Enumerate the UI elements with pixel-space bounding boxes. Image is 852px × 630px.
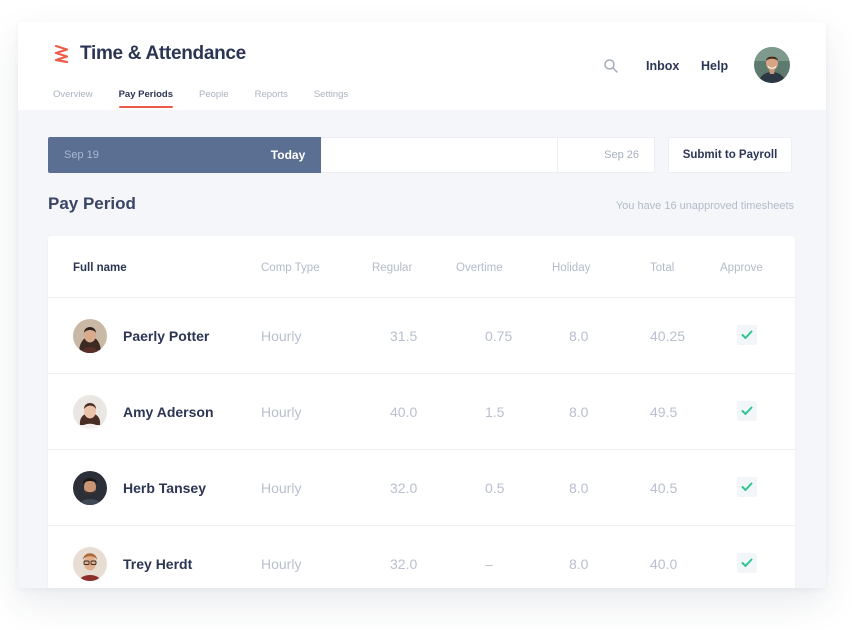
- employee-name[interactable]: Paerly Potter: [123, 328, 210, 344]
- approve-checkbox[interactable]: [737, 325, 757, 345]
- app-window: Time & Attendance Overview Pay Periods P…: [18, 22, 826, 588]
- table-row[interactable]: Trey Herdt Hourly 32.0 – 8.0 40.0: [48, 526, 795, 588]
- search-icon[interactable]: [603, 58, 619, 74]
- inbox-link[interactable]: Inbox: [646, 59, 680, 73]
- employee-name[interactable]: Trey Herdt: [123, 556, 193, 572]
- check-icon: [741, 482, 753, 491]
- header-holiday[interactable]: Holiday: [552, 262, 591, 274]
- tab-people[interactable]: People: [198, 89, 229, 100]
- header-comp-type[interactable]: Comp Type: [261, 262, 320, 274]
- overtime-cell: 0.75: [485, 328, 513, 344]
- submit-to-payroll-button[interactable]: Submit to Payroll: [668, 137, 792, 173]
- holiday-cell: 8.0: [569, 556, 589, 572]
- comp-type-cell: Hourly: [261, 480, 302, 496]
- employee-name[interactable]: Amy Aderson: [123, 404, 214, 420]
- timeline-progress: Sep 19 Today: [48, 137, 322, 173]
- avatar: [73, 547, 107, 581]
- header-total[interactable]: Total: [650, 262, 675, 274]
- end-date-cell: Sep 26: [557, 138, 654, 172]
- comp-type-cell: Hourly: [261, 328, 302, 344]
- table-row[interactable]: Herb Tansey Hourly 32.0 0.5 8.0 40.5: [48, 450, 795, 526]
- header-approve: Approve: [720, 262, 763, 274]
- table-row[interactable]: Paerly Potter Hourly 31.5 0.75 8.0 40.25: [48, 298, 795, 374]
- user-avatar[interactable]: [754, 47, 790, 83]
- approve-checkbox[interactable]: [737, 477, 757, 497]
- avatar: [73, 319, 107, 353]
- check-icon: [741, 558, 753, 567]
- regular-cell: 32.0: [390, 556, 418, 572]
- tab-pay-periods[interactable]: Pay Periods: [118, 89, 174, 110]
- avatar: [73, 471, 107, 505]
- timesheet-table: Full name Comp Type Regular Overtime Hol…: [48, 236, 795, 588]
- holiday-cell: 8.0: [569, 480, 589, 496]
- start-date: Sep 19: [64, 149, 99, 161]
- overtime-cell: 0.5: [485, 480, 505, 496]
- header-overtime[interactable]: Overtime: [456, 262, 503, 274]
- comp-type-cell: Hourly: [261, 556, 302, 572]
- regular-cell: 31.5: [390, 328, 418, 344]
- overtime-cell: –: [485, 556, 493, 572]
- section-title: Pay Period: [48, 194, 136, 213]
- total-cell: 49.5: [650, 404, 678, 420]
- end-date: Sep 26: [604, 149, 639, 161]
- comp-type-cell: Hourly: [261, 404, 302, 420]
- employee-name[interactable]: Herb Tansey: [123, 480, 206, 496]
- today-label: Today: [270, 148, 306, 162]
- app-title: Time & Attendance: [80, 43, 246, 64]
- nav-tabs: Overview Pay Periods People Reports Sett…: [53, 89, 374, 110]
- avatar: [73, 395, 107, 429]
- table-row[interactable]: Amy Aderson Hourly 40.0 1.5 8.0 49.5: [48, 374, 795, 450]
- total-cell: 40.0: [650, 556, 678, 572]
- tab-overview[interactable]: Overview: [53, 89, 93, 100]
- logo-icon: [54, 44, 69, 64]
- approve-checkbox[interactable]: [737, 401, 757, 421]
- pay-period-timeline[interactable]: Sep 19 Today Sep 26: [48, 137, 655, 173]
- tab-settings[interactable]: Settings: [313, 89, 349, 100]
- check-icon: [741, 406, 753, 415]
- holiday-cell: 8.0: [569, 328, 589, 344]
- header-full-name[interactable]: Full name: [73, 262, 127, 274]
- check-icon: [741, 330, 753, 339]
- tab-reports[interactable]: Reports: [254, 89, 288, 100]
- total-cell: 40.25: [650, 328, 686, 344]
- header-regular[interactable]: Regular: [372, 262, 413, 274]
- holiday-cell: 8.0: [569, 404, 589, 420]
- regular-cell: 40.0: [390, 404, 418, 420]
- table-header: Full name Comp Type Regular Overtime Hol…: [48, 236, 795, 298]
- regular-cell: 32.0: [390, 480, 418, 496]
- header: Time & Attendance Overview Pay Periods P…: [18, 22, 826, 110]
- help-link[interactable]: Help: [701, 59, 729, 73]
- unapproved-notice: You have 16 unapproved timesheets: [615, 200, 794, 212]
- approve-checkbox[interactable]: [737, 553, 757, 573]
- total-cell: 40.5: [650, 480, 678, 496]
- overtime-cell: 1.5: [485, 404, 505, 420]
